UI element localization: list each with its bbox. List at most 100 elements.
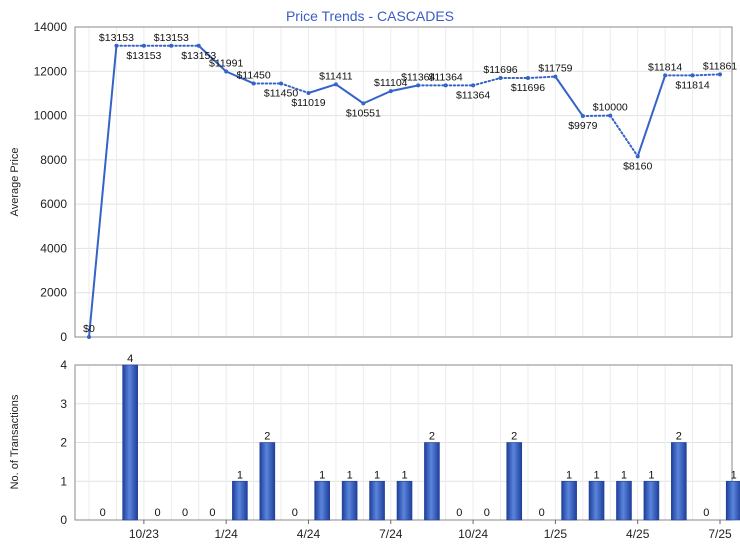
count-data-label: 1 <box>648 469 654 481</box>
price-data-label: $11411 <box>319 70 353 82</box>
count-bar <box>260 443 275 521</box>
count-data-label: 0 <box>182 507 188 519</box>
price-data-label: $13153 <box>99 32 134 44</box>
price-point <box>691 73 695 77</box>
price-point <box>306 91 310 95</box>
count-y-axis-label: No. of Transactions <box>9 394 21 489</box>
price-y-tick-label: 8000 <box>40 153 67 167</box>
count-data-label: 0 <box>539 507 545 519</box>
price-data-label: $11696 <box>483 64 517 76</box>
count-data-label: 1 <box>319 469 325 481</box>
price-data-label: $8160 <box>623 160 652 172</box>
count-x-tick-label: 4/24 <box>297 527 321 541</box>
price-line-segment <box>693 74 720 75</box>
price-line-segment <box>336 84 363 103</box>
price-data-label: $11696 <box>511 82 545 94</box>
count-data-label: 0 <box>155 507 161 519</box>
count-bar <box>589 481 604 520</box>
price-point <box>224 69 228 73</box>
price-point <box>197 44 201 48</box>
count-bar <box>232 481 247 520</box>
count-x-tick-label: 7/24 <box>379 527 403 541</box>
price-line-segment <box>555 77 582 116</box>
price-data-label: $11019 <box>291 97 325 109</box>
price-data-label: $11364 <box>429 71 463 83</box>
price-line-segment <box>308 84 335 93</box>
count-bar <box>424 443 439 521</box>
price-data-label: $10000 <box>593 102 628 114</box>
price-panel: 0 2000 4000 6000 8000 10000 12000 14000 $0 $1315… <box>9 20 737 344</box>
price-data-label: $10551 <box>346 107 381 119</box>
price-y-tick-label: 4000 <box>40 241 67 255</box>
price-point <box>444 83 448 87</box>
count-bar <box>562 481 577 520</box>
count-y-tick-label: 2 <box>60 436 67 450</box>
price-data-label: $13153 <box>154 32 189 44</box>
price-y-tick-label: 0 <box>60 330 67 344</box>
count-data-label: 1 <box>621 469 627 481</box>
count-data-label: 0 <box>209 507 215 519</box>
count-data-label: 0 <box>703 507 709 519</box>
price-data-label: $9979 <box>568 120 597 132</box>
count-data-label: 2 <box>676 431 682 443</box>
price-chart-title: Price Trends - CASCADES <box>286 8 454 24</box>
count-data-label: 1 <box>593 469 599 481</box>
count-bar <box>726 481 740 520</box>
count-data-label: 1 <box>237 469 243 481</box>
count-bar <box>123 365 138 520</box>
count-bar <box>616 481 631 520</box>
price-line-segment <box>89 46 116 337</box>
price-point <box>389 89 393 93</box>
count-y-tick-label: 1 <box>60 474 67 488</box>
price-point <box>718 72 722 76</box>
count-x-tick-label: 4/25 <box>626 527 650 541</box>
price-data-label: $11814 <box>648 61 682 73</box>
price-data-label: $0 <box>83 323 95 335</box>
price-point <box>636 154 640 158</box>
count-data-label: 1 <box>566 469 572 481</box>
count-data-label: 0 <box>456 507 462 519</box>
price-line-segment <box>473 78 500 85</box>
price-point <box>87 335 91 339</box>
price-data-label: $11759 <box>538 63 572 75</box>
price-line-segment <box>528 77 555 78</box>
price-data-label: $11991 <box>209 57 243 69</box>
count-data-label: 2 <box>429 431 435 443</box>
count-data-label: 2 <box>264 431 270 443</box>
price-point <box>581 114 585 118</box>
price-y-axis-label: Average Price <box>9 148 21 217</box>
price-point <box>334 82 338 86</box>
count-bar <box>644 481 659 520</box>
count-bar <box>397 481 412 520</box>
price-point <box>663 73 667 77</box>
price-y-tick-label: 14000 <box>34 20 68 34</box>
price-data-label: $13153 <box>126 50 161 62</box>
price-point <box>553 75 557 79</box>
count-data-label: 0 <box>100 507 106 519</box>
count-y-tick-label: 0 <box>60 513 67 527</box>
price-point <box>526 76 530 80</box>
price-y-tick-label: 10000 <box>34 109 68 123</box>
price-y-tick-label: 12000 <box>34 64 68 78</box>
price-line-segment <box>610 116 637 157</box>
price-point <box>471 83 475 87</box>
price-point <box>416 83 420 87</box>
count-y-tick-label: 3 <box>60 397 67 411</box>
count-x-tick-label: 1/25 <box>544 527 568 541</box>
price-point <box>169 44 173 48</box>
price-data-label: $11450 <box>236 69 270 81</box>
count-data-label: 1 <box>731 469 737 481</box>
count-y-tick-label: 4 <box>60 358 67 372</box>
count-data-label: 1 <box>401 469 407 481</box>
count-x-tick-label: 1/24 <box>214 527 238 541</box>
price-y-tick-label: 6000 <box>40 197 67 211</box>
count-x-tick-label: 10/24 <box>458 527 488 541</box>
count-bar <box>342 481 357 520</box>
price-data-labels: $0$13153$13153$13153$13153$11991$11450$1… <box>83 32 737 335</box>
count-data-label: 4 <box>127 353 133 365</box>
count-x-tick-label: 7/25 <box>708 527 732 541</box>
price-y-tick-label: 2000 <box>40 286 67 300</box>
